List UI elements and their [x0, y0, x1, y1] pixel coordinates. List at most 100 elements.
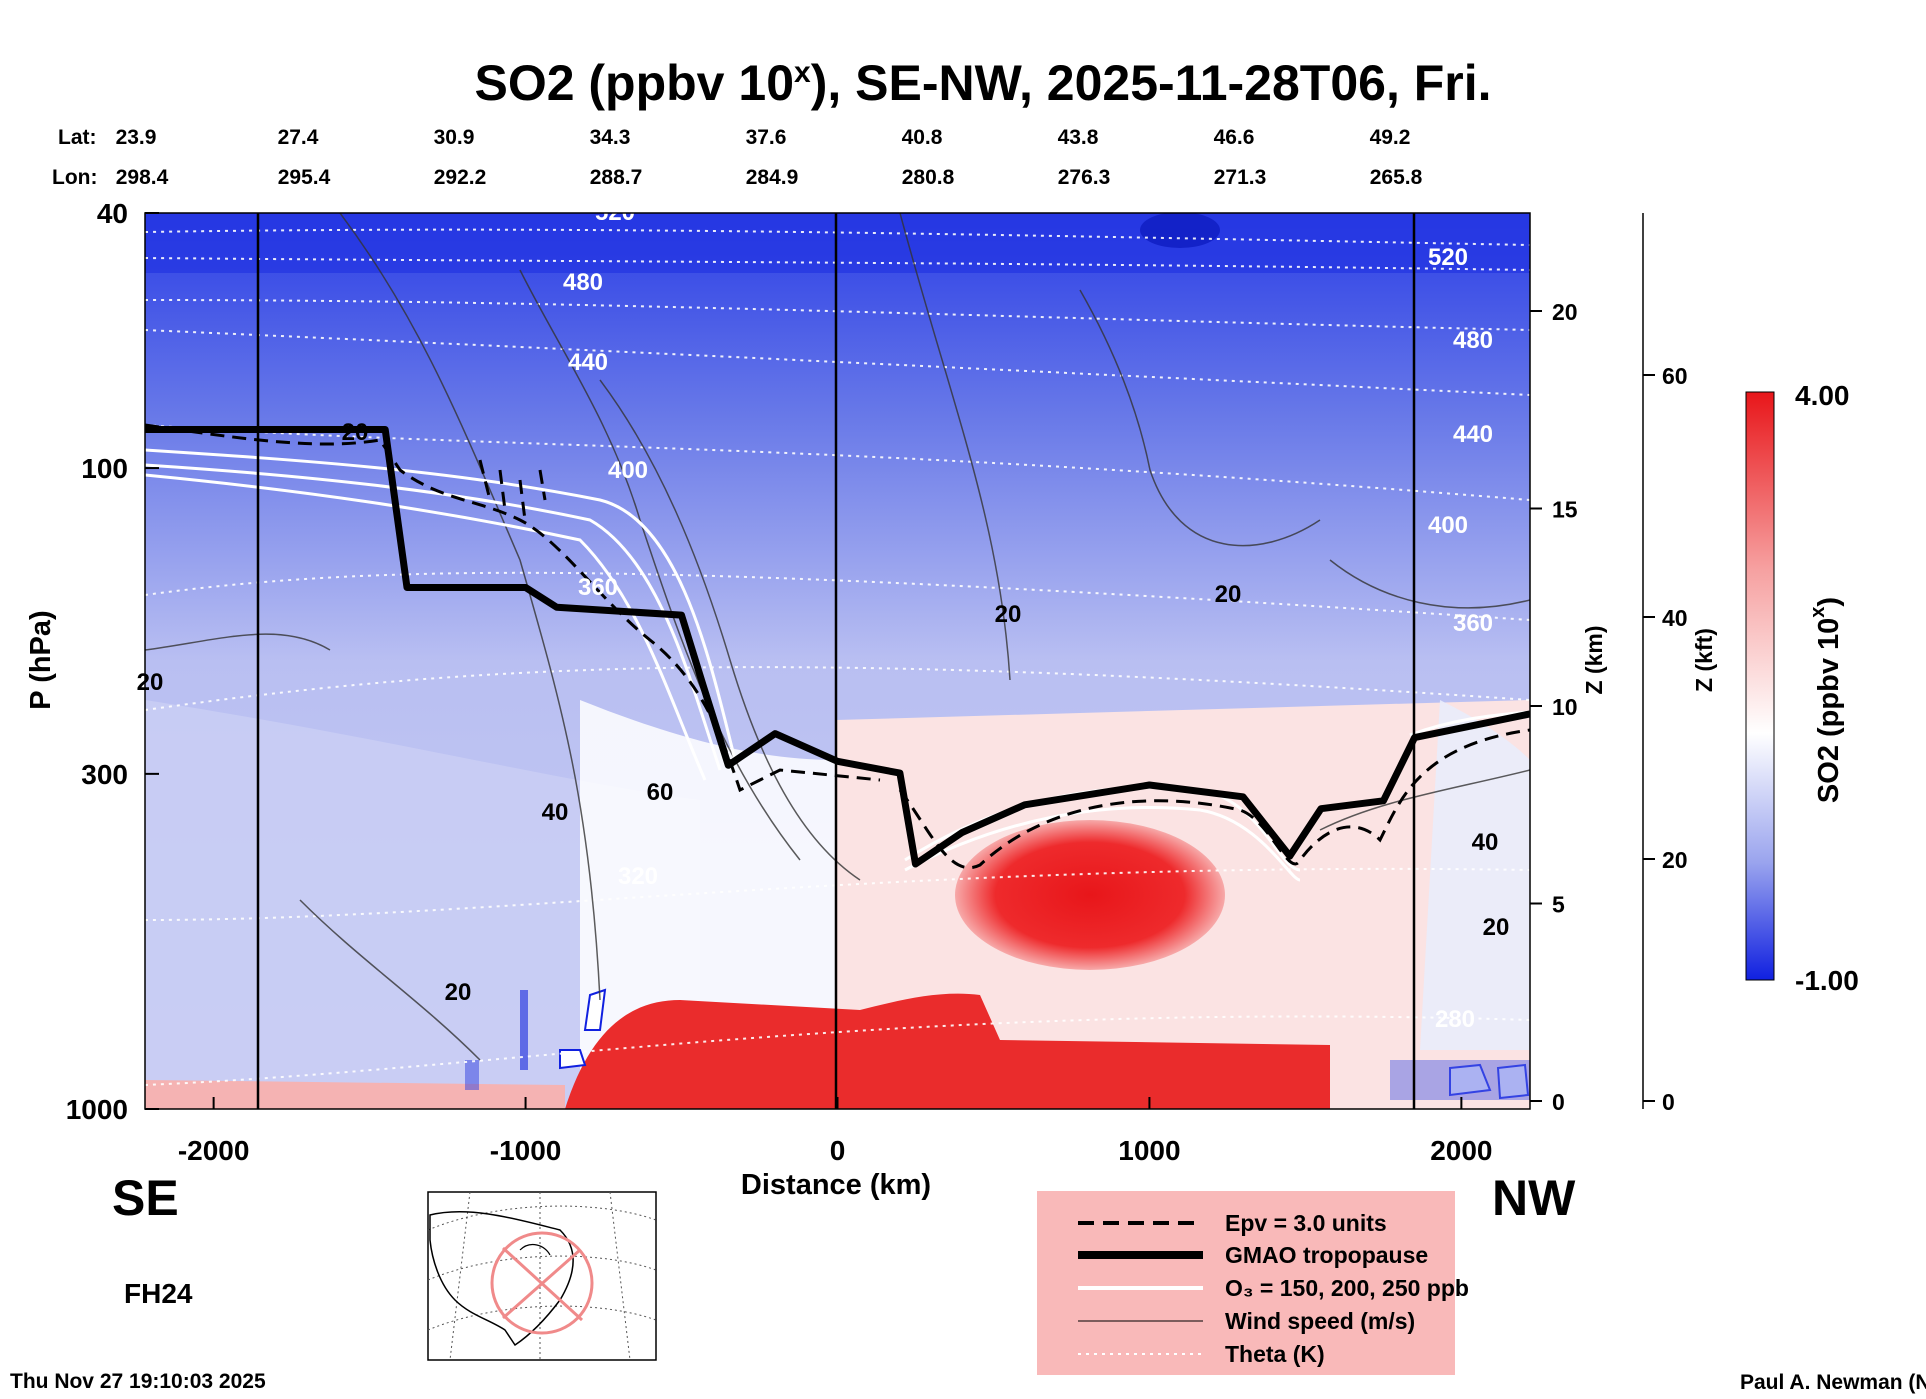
svg-text:O₃ = 150, 200, 250 ppb: O₃ = 150, 200, 250 ppb	[1225, 1275, 1469, 1301]
lon-values: 298.4 295.4 292.2 288.7 284.9 280.8 276.3 271.3…	[116, 166, 1423, 189]
lat-value: 40.8	[902, 126, 943, 149]
inset-map	[427, 1191, 657, 1361]
theta-label: 480	[1453, 327, 1493, 354]
lat-value: 46.6	[1214, 126, 1255, 149]
svg-text:Theta (K): Theta (K)	[1225, 1341, 1325, 1367]
chart-title: SO2 (ppbv 10x), SE-NW, 2025-11-28T06, Fr…	[474, 55, 1491, 111]
svg-text:GMAO tropopause: GMAO tropopause	[1225, 1242, 1428, 1268]
y-axis: 40 100 300 1000	[66, 198, 159, 1125]
colorbar-min-label: -1.00	[1795, 965, 1859, 996]
svg-text:SO2 (ppbv 10x), SE-NW, 2025-11: SO2 (ppbv 10x), SE-NW, 2025-11-28T06, Fr…	[474, 55, 1491, 111]
colorbar: 4.00 -1.00 SO2 (ppbv 10x)	[1745, 380, 1859, 996]
epv-contour	[145, 423, 1530, 869]
y-tick-label: 1000	[66, 1094, 128, 1125]
z-km-tick-label: 5	[1552, 892, 1565, 918]
wind-speed-contours	[145, 213, 1530, 1061]
wind-label: 40	[542, 799, 569, 826]
x-axis: -2000 -1000 0 1000 2000	[178, 1097, 1493, 1166]
theta-label: 520	[1428, 244, 1468, 271]
lat-values: 23.9 27.4 30.9 34.3 37.6 40.8 43.8 46.6 49.2	[116, 126, 1411, 149]
direction-nw: NW	[1492, 1170, 1576, 1226]
forecast-hour: FH24	[124, 1278, 193, 1309]
theta-label: 360	[1453, 610, 1493, 637]
z-km-label: Z (km)	[1581, 626, 1607, 695]
wind-label: 60	[647, 779, 674, 806]
wind-label: 20	[342, 419, 369, 446]
lon-value: 295.4	[278, 166, 331, 189]
z-km-tick-label: 20	[1552, 299, 1578, 325]
z-km-axis: 0 5 10 15 20	[1530, 299, 1578, 1115]
theta-label: 440	[568, 349, 608, 376]
legend-entry-ozone: O₃ = 150, 200, 250 ppb	[1078, 1275, 1469, 1301]
timestamp: Thu Nov 27 19:10:03 2025	[10, 1370, 266, 1393]
lon-value: 271.3	[1214, 166, 1267, 189]
y-tick-label: 40	[97, 198, 128, 229]
x-tick-label: -1000	[490, 1135, 562, 1166]
colorbar-label: SO2 (ppbv 10x)	[1807, 597, 1845, 803]
author-credit: Paul A. Newman (NASA	[1740, 1371, 1926, 1394]
x-axis-label: Distance (km)	[741, 1169, 931, 1201]
colorbar-max-label: 4.00	[1795, 380, 1850, 411]
theta-contours	[145, 228, 1530, 1086]
theta-label: 280	[1435, 1006, 1475, 1033]
lat-label: Lat:	[58, 126, 97, 149]
lon-value: 280.8	[902, 166, 955, 189]
plot-area	[145, 213, 1530, 1109]
legend-entry-theta: Theta (K)	[1078, 1341, 1325, 1367]
wind-label: 20	[137, 669, 164, 696]
legend-entry-tropopause: GMAO tropopause	[1078, 1242, 1428, 1268]
svg-text:Wind speed (m/s): Wind speed (m/s)	[1225, 1308, 1415, 1334]
z-kft-tick-label: 60	[1662, 363, 1688, 389]
z-km-tick-label: 15	[1552, 497, 1578, 523]
theta-label: 400	[1428, 512, 1468, 539]
z-kft-axis: 0 20 40 60	[1642, 213, 1688, 1115]
legend-entry-epv: Epv = 3.0 units	[1078, 1210, 1387, 1236]
direction-se: SE	[112, 1170, 179, 1226]
x-tick-label: 2000	[1430, 1135, 1492, 1166]
gmao-tropopause-line	[145, 426, 1530, 868]
x-tick-label: 1000	[1118, 1135, 1180, 1166]
theta-label: 480	[563, 269, 603, 296]
wind-label: 20	[995, 601, 1022, 628]
lon-value: 298.4	[116, 166, 169, 189]
lon-value: 276.3	[1058, 166, 1111, 189]
lon-value: 288.7	[590, 166, 643, 189]
lon-value: 284.9	[746, 166, 799, 189]
svg-text:Epv = 3.0 units: Epv = 3.0 units	[1225, 1210, 1387, 1236]
so2-plume-midlevel	[955, 820, 1225, 970]
lat-value: 23.9	[116, 126, 157, 149]
inset-domain-circle	[490, 1231, 594, 1335]
theta-label: 320	[618, 863, 658, 890]
wind-label: 20	[1215, 581, 1242, 608]
lat-value: 49.2	[1370, 126, 1411, 149]
z-km-tick-label: 0	[1552, 1089, 1565, 1115]
z-kft-tick-label: 40	[1662, 605, 1688, 631]
wind-label: 20	[1483, 914, 1510, 941]
theta-label: 440	[1453, 421, 1493, 448]
y-tick-label: 100	[81, 453, 128, 484]
so2-plume-surface	[565, 993, 1330, 1109]
theta-label: 400	[608, 457, 648, 484]
wind-label: 20	[445, 979, 472, 1006]
inset-coastline	[429, 1210, 574, 1347]
lat-value: 43.8	[1058, 126, 1099, 149]
y-axis-label: P (hPa)	[25, 610, 57, 709]
lat-value: 34.3	[590, 126, 631, 149]
lat-value: 30.9	[434, 126, 475, 149]
lat-value: 37.6	[746, 126, 787, 149]
legend-entry-wind: Wind speed (m/s)	[1078, 1308, 1415, 1334]
y-tick-label: 300	[81, 759, 128, 790]
wind-labels: 20 20 20 40 20 40 60 20 20	[137, 419, 1510, 1006]
z-kft-tick-label: 0	[1662, 1089, 1675, 1115]
legend: Epv = 3.0 units GMAO tropopause O₃ = 150…	[1037, 1191, 1469, 1375]
theta-label: 360	[578, 574, 618, 601]
x-tick-label: -2000	[178, 1135, 250, 1166]
lon-value: 265.8	[1370, 166, 1423, 189]
z-kft-tick-label: 20	[1662, 847, 1688, 873]
lat-value: 27.4	[278, 126, 319, 149]
z-km-tick-label: 10	[1552, 694, 1578, 720]
x-tick-label: 0	[830, 1135, 846, 1166]
z-kft-label: Z (kft)	[1691, 628, 1717, 692]
lon-label: Lon:	[52, 166, 97, 189]
